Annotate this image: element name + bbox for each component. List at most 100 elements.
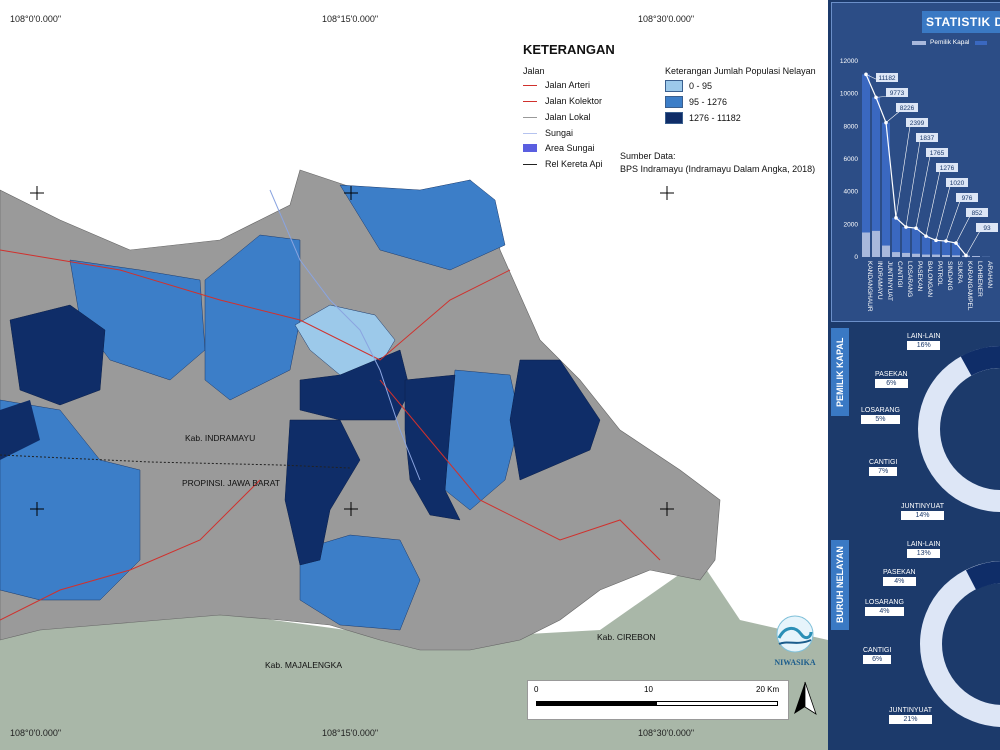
bar-total bbox=[922, 236, 930, 257]
total-label: 1276 bbox=[940, 165, 955, 172]
total-line bbox=[865, 74, 967, 256]
road-kolektor bbox=[379, 379, 661, 561]
donut1-label-lainlain: LAIN-LAIN 16% bbox=[907, 333, 941, 350]
legend-pop-2: 95 - 1276 bbox=[665, 96, 727, 108]
y-tick-label: 12000 bbox=[840, 58, 858, 65]
logo-text: NIWASIKA bbox=[774, 658, 816, 667]
total-label: 2399 bbox=[910, 120, 925, 127]
coord-bottom-2: 108°15'0.000" bbox=[322, 728, 379, 738]
donut1-chart bbox=[918, 346, 1000, 512]
legend-title: KETERANGAN bbox=[523, 42, 615, 57]
river bbox=[269, 189, 421, 481]
coord-top-2: 108°15'0.000" bbox=[322, 14, 379, 24]
total-label: 1837 bbox=[920, 135, 935, 142]
bar-pemilik bbox=[932, 254, 940, 257]
region-jabar: PROPINSI. JAWA BARAT bbox=[182, 478, 280, 488]
total-leader-line bbox=[955, 215, 971, 244]
legend-item-lokal: Jalan Lokal bbox=[523, 112, 591, 122]
legend-source: BPS Indramayu (Indramayu Dalam Angka, 20… bbox=[620, 164, 816, 174]
grid-crosses bbox=[30, 186, 674, 516]
coord-top-3: 108°30'0.000" bbox=[638, 14, 695, 24]
north-arrow bbox=[790, 680, 820, 718]
bar-pemilik bbox=[892, 252, 900, 257]
bar-total bbox=[952, 243, 960, 257]
total-label-bg bbox=[966, 208, 988, 217]
niwasika-logo: NIWASIKA bbox=[765, 612, 825, 674]
x-tick-label: SINDANG bbox=[946, 261, 953, 291]
donut2-label-losarang: LOSARANG 4% bbox=[865, 599, 904, 616]
bar-pemilik bbox=[882, 245, 890, 257]
legend-item-area-sungai: Area Sungai bbox=[523, 143, 595, 153]
total-label-bg bbox=[936, 163, 958, 172]
donut1-label-juntinyuat: JUNTINYUAT 14% bbox=[901, 503, 945, 520]
scale-label-10: 10 bbox=[644, 685, 653, 694]
total-label-bg bbox=[886, 88, 908, 97]
map-area: 108°0'0.000" 108°15'0.000" 108°30'0.000"… bbox=[0, 14, 828, 750]
district-lelea bbox=[284, 419, 361, 566]
total-label-bg bbox=[946, 178, 968, 187]
coord-bottom-1: 108°0'0.000" bbox=[10, 728, 62, 738]
district-losarang bbox=[204, 234, 301, 401]
scale-label-0: 0 bbox=[534, 685, 539, 694]
donut1-label-pasekan: PASEKAN 6% bbox=[875, 371, 908, 388]
y-tick-label: 2000 bbox=[844, 221, 859, 228]
total-label: 852 bbox=[972, 210, 983, 217]
total-leader-line bbox=[925, 170, 941, 237]
donut1-label-losarang: LOSARANG 5% bbox=[861, 407, 900, 424]
coord-top-1: 108°0'0.000" bbox=[10, 14, 62, 24]
bar-pemilik bbox=[942, 255, 950, 257]
total-leader-line bbox=[945, 200, 961, 242]
total-leader-line bbox=[885, 110, 901, 123]
bar-total bbox=[872, 97, 880, 258]
bar-chart: 12000 10000 8000 6000 4000 2000 0 KANDANGHAUR IN… bbox=[840, 58, 998, 312]
total-label: 1020 bbox=[950, 180, 965, 187]
legend-swatch-buruh bbox=[975, 40, 988, 45]
donut1-label-cantigi: CANTIGI 7% bbox=[869, 459, 898, 476]
total-label-bg bbox=[876, 73, 898, 82]
donut2-slice-dark bbox=[965, 561, 1000, 590]
bar-total bbox=[902, 226, 910, 257]
total-leader-line bbox=[935, 185, 951, 241]
x-tick-label: PATROL bbox=[936, 261, 943, 286]
district-lohbener bbox=[299, 349, 411, 421]
total-label: 976 bbox=[962, 195, 973, 202]
legend-jalan-title: Jalan bbox=[523, 66, 545, 76]
legend-pop-1: 0 - 95 bbox=[665, 80, 712, 92]
sidebar-title: STATISTIK D bbox=[922, 11, 1000, 33]
north-arrow-icon bbox=[794, 681, 817, 715]
y-tick-label: 0 bbox=[854, 254, 858, 261]
x-tick-label: JUNTINYUAT bbox=[886, 261, 893, 301]
coord-bottom-3: 108°30'0.000" bbox=[638, 728, 695, 738]
x-tick-label: PASEKAN bbox=[916, 261, 923, 292]
x-tick-label: LOHBENER bbox=[976, 261, 983, 297]
total-label-bg bbox=[906, 118, 928, 127]
total-label: 1765 bbox=[930, 150, 945, 157]
x-tick-label: BALONGAN bbox=[926, 261, 933, 297]
legend-item-sungai: Sungai bbox=[523, 128, 573, 138]
district-bangodua bbox=[299, 534, 421, 631]
district-kroya bbox=[0, 399, 141, 601]
legend-swatch-pemilik bbox=[912, 40, 926, 45]
y-tick-label: 6000 bbox=[844, 156, 859, 163]
total-label-bg bbox=[976, 223, 998, 232]
bar-total bbox=[912, 228, 920, 257]
statistics-sidebar: STATISTIK D Pemilik Kapal 12000 10000 8000… bbox=[828, 0, 1000, 750]
region-majalengka: Kab. MAJALENGKA bbox=[265, 660, 343, 670]
legend-item-arteri: Jalan Arteri bbox=[523, 80, 590, 90]
bar-pemilik bbox=[972, 256, 980, 257]
legend-pop-title: Keterangan Jumlah Populasi Nelayan bbox=[665, 66, 816, 76]
total-label-bg bbox=[916, 133, 938, 142]
road-arteri bbox=[0, 249, 511, 361]
total-label: 93 bbox=[983, 225, 991, 232]
x-tick-label: LOSARANG bbox=[906, 261, 913, 297]
district-gabuswetan bbox=[9, 304, 106, 406]
total-leader-line bbox=[905, 140, 921, 228]
total-leader-line bbox=[895, 125, 911, 218]
donut2-label-pasekan: PASEKAN 4% bbox=[883, 569, 916, 586]
x-tick-label: CANTIGI bbox=[896, 261, 903, 288]
total-label-bg bbox=[896, 103, 918, 112]
donut1-ring bbox=[918, 346, 1000, 512]
map-canvas bbox=[0, 169, 828, 750]
total-leader-line bbox=[915, 155, 931, 229]
district-arahan bbox=[294, 304, 396, 376]
